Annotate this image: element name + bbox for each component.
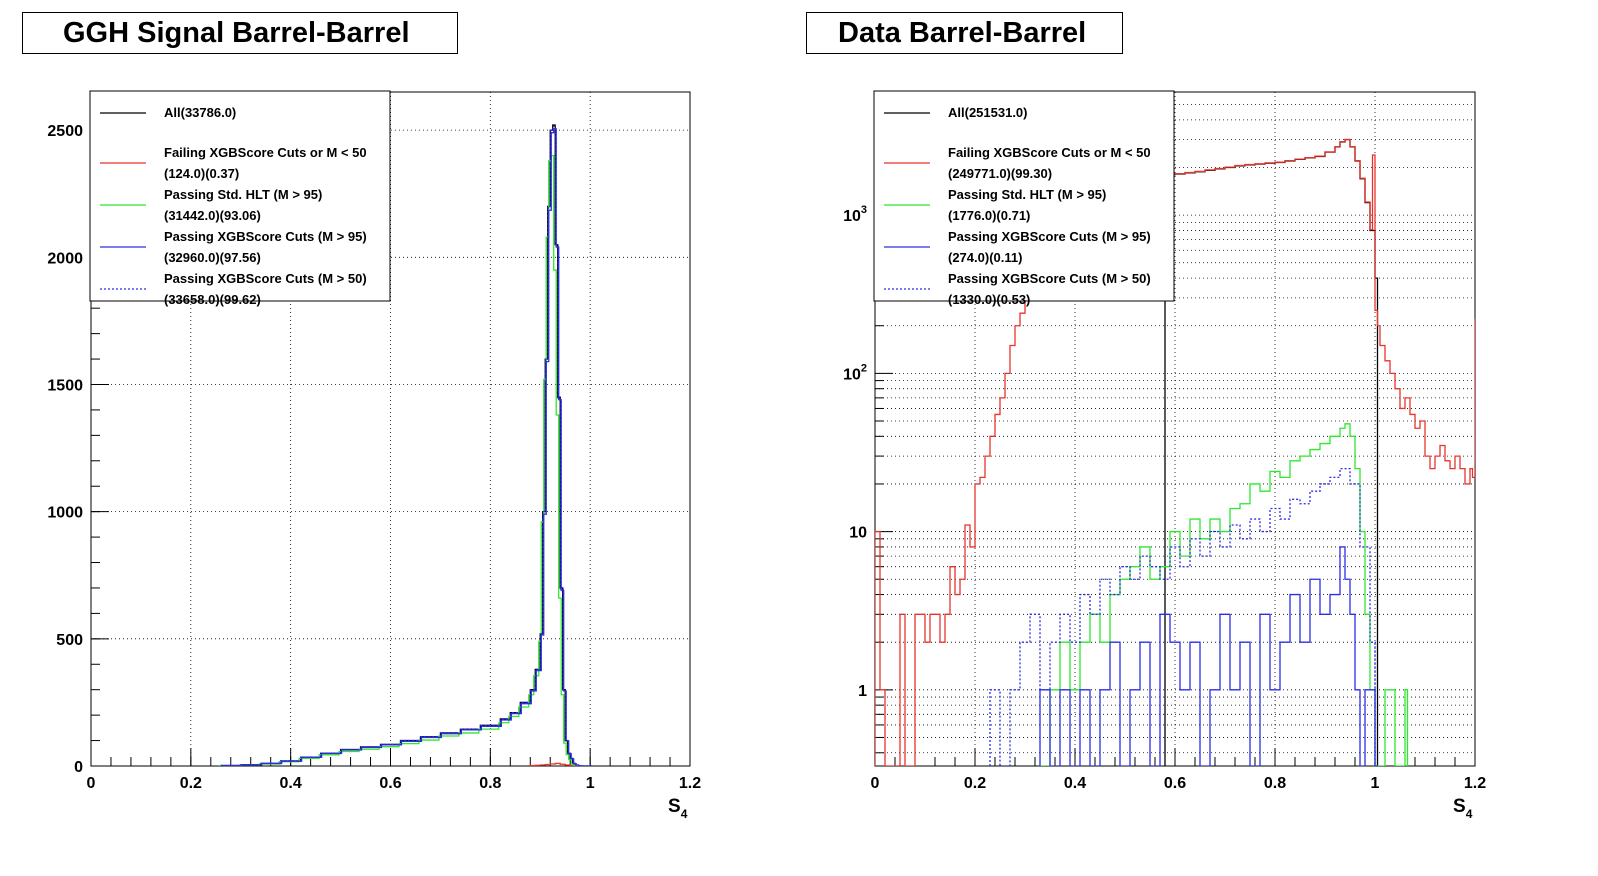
left-title: GGH Signal Barrel-Barrel bbox=[63, 17, 410, 49]
series-line bbox=[875, 138, 1475, 766]
legend-label-values: (1330.0)(0.53) bbox=[948, 292, 1030, 307]
right-title: Data Barrel-Barrel bbox=[838, 17, 1087, 49]
legend-label-values: (33658.0)(99.62) bbox=[164, 292, 261, 307]
y-tick-label: 2000 bbox=[47, 250, 83, 267]
x-tick-label: 0.6 bbox=[379, 775, 401, 792]
legend-label: Failing XGBScore Cuts or M < 50 bbox=[948, 145, 1151, 160]
legend-label-values: (32960.0)(97.56) bbox=[164, 250, 261, 265]
series-line bbox=[529, 762, 574, 766]
x-tick-label: 1 bbox=[1371, 775, 1380, 792]
legend-label: Passing XGBScore Cuts (M > 50) bbox=[164, 271, 367, 286]
series-group bbox=[875, 138, 1475, 766]
y-tick-label: 1000 bbox=[47, 505, 83, 522]
legend-label: Passing XGBScore Cuts (M > 95) bbox=[948, 229, 1151, 244]
y-tick-label: 103 bbox=[843, 204, 867, 225]
legend-label: Failing XGBScore Cuts or M < 50 bbox=[164, 145, 367, 160]
legend-label: All(33786.0) bbox=[164, 105, 236, 120]
x-tick-label: 0.2 bbox=[964, 775, 986, 792]
legend-label: Passing Std. HLT (M > 95) bbox=[948, 187, 1106, 202]
y-tick-label: 1500 bbox=[47, 377, 83, 394]
legend-label: All(251531.0) bbox=[948, 105, 1028, 120]
x-axis-title: S4 bbox=[668, 796, 688, 821]
legend-label-values: (1776.0)(0.71) bbox=[948, 208, 1030, 223]
y-tick-label: 2500 bbox=[47, 123, 83, 140]
legend-label-values: (31442.0)(93.06) bbox=[164, 208, 261, 223]
series-line bbox=[221, 128, 594, 766]
series-line bbox=[989, 467, 1378, 766]
legend-label: Passing XGBScore Cuts (M > 50) bbox=[948, 271, 1151, 286]
x-axis-title: S4 bbox=[1453, 796, 1473, 821]
legend-box bbox=[89, 90, 391, 302]
legend-label: Passing Std. HLT (M > 95) bbox=[164, 187, 322, 202]
y-tick-label: 1 bbox=[858, 683, 867, 700]
x-tick-label: 0.8 bbox=[1264, 775, 1286, 792]
left-title-box: GGH Signal Barrel-Barrel bbox=[22, 12, 458, 54]
series-line bbox=[1039, 546, 1378, 766]
series-line bbox=[220, 125, 594, 766]
y-tick-label: 500 bbox=[56, 632, 83, 649]
x-tick-label: 0 bbox=[87, 775, 96, 792]
y-tick-label: 0 bbox=[74, 759, 83, 776]
y-tick-label: 10 bbox=[849, 525, 867, 542]
series-line bbox=[218, 154, 592, 766]
x-tick-label: 0.2 bbox=[180, 775, 202, 792]
legend-label-values: (124.0)(0.37) bbox=[164, 166, 239, 181]
series-group bbox=[218, 124, 594, 766]
x-tick-label: 1.2 bbox=[679, 775, 701, 792]
left-chart: 0 0.2 0.4 0.6 0.8 1 1.2 0 500 1000 1500 2000 2500 S4 A… bbox=[47, 90, 701, 821]
right-title-box: Data Barrel-Barrel bbox=[806, 12, 1123, 54]
x-tick-label: 0.8 bbox=[479, 775, 501, 792]
legend-label-values: (274.0)(0.11) bbox=[948, 250, 1022, 265]
x-tick-label: 0 bbox=[871, 775, 880, 792]
x-tick-label: 0.6 bbox=[1164, 775, 1186, 792]
legend-label: Passing XGBScore Cuts (M > 95) bbox=[164, 229, 367, 244]
x-tick-label: 0.4 bbox=[280, 775, 302, 792]
legend-box bbox=[873, 90, 1175, 302]
legend-label-values: (249771.0)(99.30) bbox=[948, 166, 1052, 181]
x-tick-label: 1.2 bbox=[1464, 775, 1486, 792]
y-tick-label: 102 bbox=[843, 362, 867, 383]
series-line bbox=[1040, 423, 1409, 766]
x-tick-label: 0.4 bbox=[1064, 775, 1086, 792]
x-tick-label: 1 bbox=[586, 775, 595, 792]
